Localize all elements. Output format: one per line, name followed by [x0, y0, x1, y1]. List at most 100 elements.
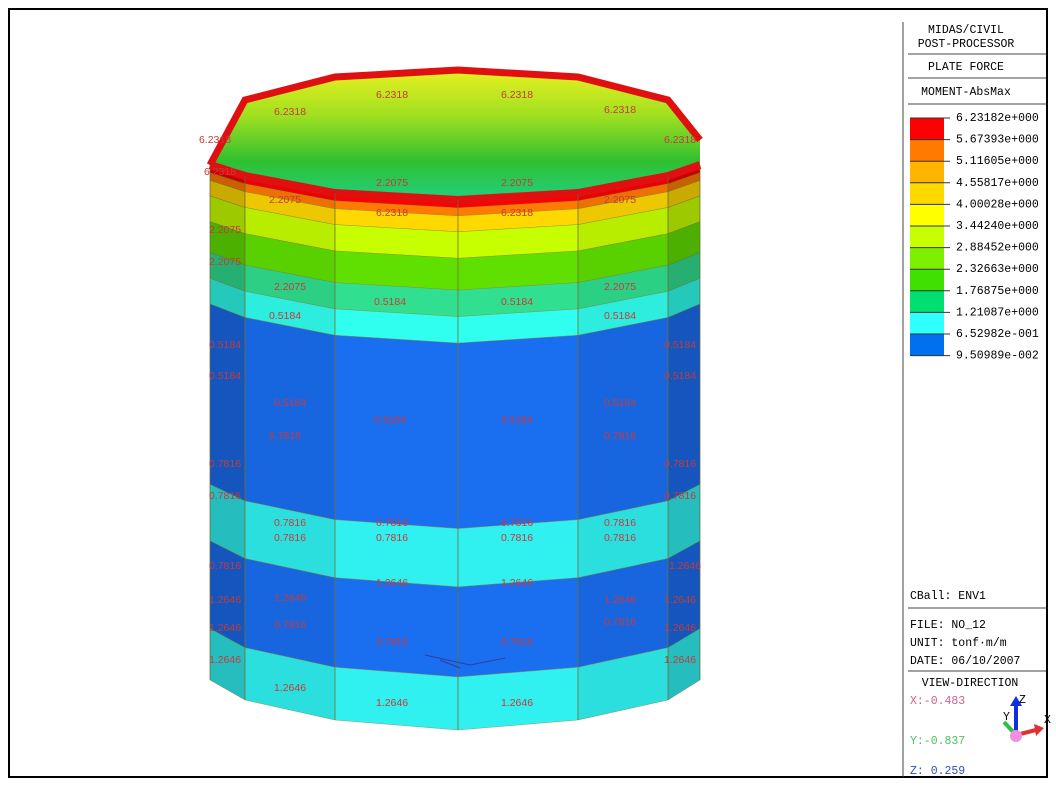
contour-label: 0.5184: [374, 296, 406, 308]
contour-label: 2.2075: [376, 177, 408, 189]
contour-label: 6.2318: [204, 166, 236, 178]
contour-label: 0.5184: [274, 397, 306, 409]
view-y: Y:-0.837: [910, 735, 965, 748]
contour-label: 0.7816: [664, 458, 696, 470]
legend-value: 5.11605e+000: [956, 155, 1039, 168]
contour-label: 0.7816: [274, 532, 306, 544]
contour-label: 6.2318: [664, 134, 696, 146]
axis-x: X: [1044, 714, 1051, 727]
contour-label: 0.7816: [376, 532, 408, 544]
legend-swatch: [910, 183, 944, 205]
contour-label: 2.2075: [209, 224, 241, 236]
contour-label: 0.7816: [376, 517, 408, 529]
legend-value: 4.00028e+000: [956, 198, 1039, 211]
legend-swatch: [910, 248, 944, 270]
contour-label: 0.7816: [664, 490, 696, 502]
contour-label: 0.7816: [604, 430, 636, 442]
contour-label: 0.5184: [664, 370, 696, 382]
contour-label: 1.2646: [664, 622, 696, 634]
axis-y: Y: [1003, 711, 1010, 724]
contour-label: 0.7816: [604, 532, 636, 544]
legend-value: 1.76875e+000: [956, 285, 1039, 298]
contour-label: 1.2646: [376, 697, 408, 709]
contour-label: 0.7816: [376, 636, 408, 648]
contour-label: 1.2646: [501, 577, 533, 589]
contour-label: 1.2646: [669, 560, 701, 572]
legend-swatch: [910, 226, 944, 248]
legend-value: 4.55817e+000: [956, 177, 1039, 190]
screen: 6.2318 6.2318 6.2318 6.2318 6.2318 6.2318 6.23…: [0, 0, 1056, 786]
file: FILE: NO_12: [910, 619, 986, 632]
legend-swatch: [910, 161, 944, 183]
contour-label: 6.2318: [376, 207, 408, 219]
contour-label: 0.7816: [501, 517, 533, 529]
contour-label: 0.7816: [209, 560, 241, 572]
legend-swatch: [910, 269, 944, 291]
legend-swatch: [910, 118, 944, 140]
view-direction: VIEW-DIRECTION: [922, 677, 1019, 690]
contour-label: 0.7816: [274, 517, 306, 529]
contour-label: 1.2646: [209, 654, 241, 666]
result: PLATE FORCE: [928, 61, 1004, 74]
face-shade: [578, 176, 668, 720]
contour-label: 0.5184: [269, 310, 301, 322]
contour-label: 6.2318: [501, 89, 533, 101]
legend-value: 1.21087e+000: [956, 306, 1039, 319]
axis-z: Z: [1019, 694, 1026, 707]
module: POST-PROCESSOR: [918, 38, 1015, 51]
model-view: 6.2318 6.2318 6.2318 6.2318 6.2318 6.2318 6.23…: [199, 70, 701, 730]
face-shade: [668, 165, 700, 700]
contour-label: 6.2318: [199, 134, 231, 146]
component: MOMENT-AbsMax: [921, 86, 1011, 99]
legend-value: 6.23182e+000: [956, 112, 1039, 125]
legend-swatch: [910, 334, 944, 356]
legend-value: 9.50989e-002: [956, 350, 1039, 363]
date: DATE: 06/10/2007: [910, 655, 1020, 668]
contour-label: 0.5184: [209, 339, 241, 351]
contour-label: 0.7816: [604, 517, 636, 529]
contour-label: 0.5184: [501, 296, 533, 308]
contour-label: 1.2646: [209, 594, 241, 606]
contour-label: 0.5184: [664, 339, 696, 351]
contour-label: 0.7816: [501, 532, 533, 544]
contour-label: 0.7816: [604, 616, 636, 628]
contour-label: 0.7816: [209, 490, 241, 502]
legend-swatch: [910, 140, 944, 162]
contour-label: 6.2318: [604, 104, 636, 116]
legend-swatch: [910, 312, 944, 334]
contour-label: 0.5184: [604, 310, 636, 322]
contour-label: 6.2318: [274, 106, 306, 118]
legend-value: 5.67393e+000: [956, 134, 1039, 147]
contour-label: 1.2646: [664, 594, 696, 606]
contour-label: 2.2075: [274, 281, 306, 293]
contour-label: 0.5184: [604, 397, 636, 409]
legend-value: 2.88452e+000: [956, 242, 1039, 255]
contour-label: 0.7816: [501, 636, 533, 648]
contour-label: 0.7816: [269, 430, 301, 442]
contour-label: 6.2318: [501, 207, 533, 219]
legend-value: 2.32663e+000: [956, 263, 1039, 276]
contour-label: 6.2318: [376, 89, 408, 101]
contour-label: 0.7816: [209, 458, 241, 470]
view-z: Z: 0.259: [910, 765, 965, 778]
legend-swatch: [910, 204, 944, 226]
load-case: CBall: ENV1: [910, 590, 986, 603]
contour-label: 2.2075: [269, 194, 301, 206]
contour-label: 1.2646: [209, 622, 241, 634]
legend-value: 6.52982e-001: [956, 328, 1039, 341]
face-shade: [210, 165, 245, 700]
face-shade: [245, 176, 335, 720]
contour-label: 2.2075: [604, 194, 636, 206]
contour-label: 0.5184: [209, 370, 241, 382]
contour-label: 0.5184: [374, 414, 406, 426]
contour-label: 1.2646: [376, 577, 408, 589]
contour-label: 2.2075: [209, 256, 241, 268]
contour-label: 2.2075: [501, 177, 533, 189]
legend-value: 3.44240e+000: [956, 220, 1039, 233]
contour-label: 0.7816: [274, 619, 306, 631]
contour-label: 1.2646: [604, 594, 636, 606]
contour-label: 1.2646: [274, 592, 306, 604]
contour-label: 0.5184: [501, 414, 533, 426]
contour-label: 1.2646: [501, 697, 533, 709]
unit: UNIT: tonf·m/m: [910, 637, 1007, 650]
